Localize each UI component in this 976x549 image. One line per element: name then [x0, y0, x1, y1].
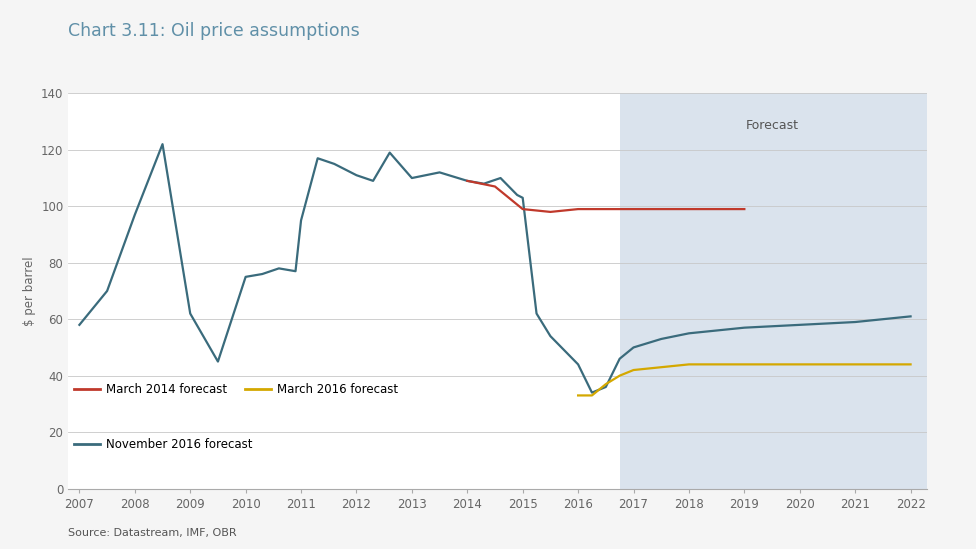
Y-axis label: $ per barrel: $ per barrel — [22, 256, 35, 326]
Text: Chart 3.11: Oil price assumptions: Chart 3.11: Oil price assumptions — [68, 22, 360, 40]
Text: Source: Datastream, IMF, OBR: Source: Datastream, IMF, OBR — [68, 528, 237, 538]
Bar — [620, 93, 927, 489]
Text: Forecast: Forecast — [746, 119, 798, 132]
Legend: November 2016 forecast: November 2016 forecast — [74, 438, 253, 451]
